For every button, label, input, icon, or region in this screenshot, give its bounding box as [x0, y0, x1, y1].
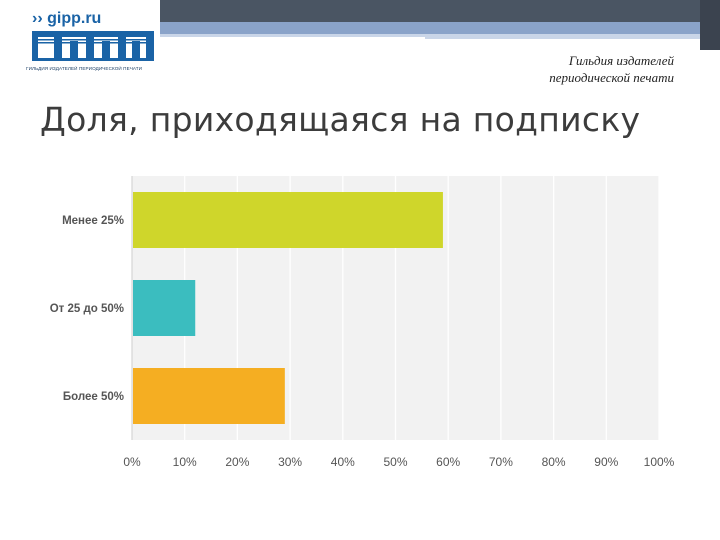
x-tick-label: 100%	[644, 455, 675, 469]
x-tick-label: 10%	[173, 455, 197, 469]
logo-site: ›› gipp.ru	[32, 10, 102, 27]
gipp-logo-mark	[32, 31, 154, 61]
x-tick-label: 50%	[383, 455, 407, 469]
bar	[133, 280, 196, 336]
gipp-logo: ›› gipp.ru ГИЛЬДИЯ ИЗДАТЕЛЕЙ ПЕРИОДИЧЕСК…	[24, 9, 158, 75]
x-tick-label: 40%	[331, 455, 355, 469]
slide-title: Доля, приходящаяся на подписку	[40, 100, 641, 139]
x-tick-label: 90%	[594, 455, 618, 469]
x-tick-label: 30%	[278, 455, 302, 469]
category-label: От 25 до 50%	[50, 303, 124, 315]
bar	[133, 368, 285, 424]
category-label: Более 50%	[63, 391, 124, 403]
x-tick-label: 80%	[542, 455, 566, 469]
x-tick-label: 0%	[123, 455, 141, 469]
category-label: Менее 25%	[62, 215, 124, 227]
header-band-dark	[160, 0, 720, 22]
org-name: Гильдия издателей периодической печати	[549, 52, 674, 86]
org-line-2: периодической печати	[549, 70, 674, 85]
header-band-light	[160, 34, 720, 37]
org-line-1: Гильдия издателей	[568, 53, 674, 68]
x-tick-label: 20%	[225, 455, 249, 469]
bar-chart: 0% 10% 20% 30% 40% 50% 60% 70% 80% 90% 100% Менее 2…	[50, 176, 675, 469]
x-tick-label: 70%	[489, 455, 513, 469]
bar	[133, 192, 443, 248]
x-tick-label: 60%	[436, 455, 460, 469]
header-band-step	[425, 37, 720, 51]
logo-caption: ГИЛЬДИЯ ИЗДАТЕЛЕЙ ПЕРИОДИЧЕСКОЙ ПЕЧАТИ	[26, 66, 143, 71]
header-band-end	[700, 0, 720, 50]
header-band-blue	[160, 22, 720, 34]
